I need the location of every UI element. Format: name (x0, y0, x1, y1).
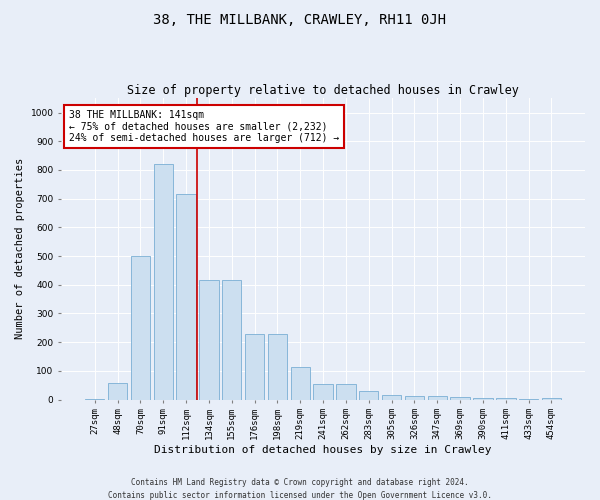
Bar (199, 280, 218, 400)
Bar (336, 384, 356, 400)
Bar (519, 398, 538, 400)
Bar (108, 383, 127, 400)
Bar (451, 396, 470, 400)
Bar (428, 396, 447, 400)
Bar (405, 396, 424, 400)
Bar (85, 398, 104, 400)
X-axis label: Distribution of detached houses by size in Crawley: Distribution of detached houses by size … (154, 445, 492, 455)
Bar (313, 384, 333, 400)
Bar (496, 398, 515, 400)
Bar (154, 164, 173, 400)
Bar (268, 334, 287, 400)
Text: 38, THE MILLBANK, CRAWLEY, RH11 0JH: 38, THE MILLBANK, CRAWLEY, RH11 0JH (154, 12, 446, 26)
Title: Size of property relative to detached houses in Crawley: Size of property relative to detached ho… (127, 84, 519, 97)
Bar (131, 256, 150, 400)
Text: Contains HM Land Registry data © Crown copyright and database right 2024.
Contai: Contains HM Land Registry data © Crown c… (108, 478, 492, 500)
Bar (542, 398, 561, 400)
Bar (222, 280, 241, 400)
Bar (382, 395, 401, 400)
Bar (359, 391, 379, 400)
Bar (245, 334, 264, 400)
Text: 38 THE MILLBANK: 141sqm
← 75% of detached houses are smaller (2,232)
24% of semi: 38 THE MILLBANK: 141sqm ← 75% of detache… (69, 110, 340, 144)
Y-axis label: Number of detached properties: Number of detached properties (15, 158, 25, 340)
Bar (473, 398, 493, 400)
Bar (290, 366, 310, 400)
Bar (176, 194, 196, 400)
